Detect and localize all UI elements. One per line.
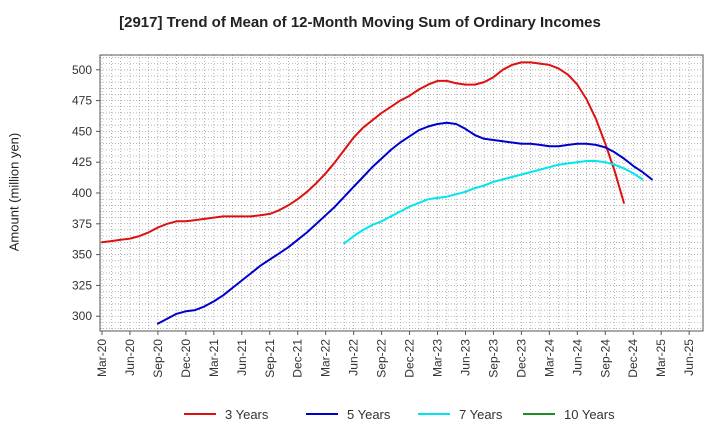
x-tick-label: Jun-23 (458, 339, 472, 376)
x-tick-label: Sep-20 (151, 339, 165, 378)
legend-label: 10 Years (564, 407, 615, 422)
y-tick-label: 325 (72, 278, 92, 292)
x-tick-label: Jun-25 (682, 339, 696, 376)
x-tick-label: Dec-24 (626, 339, 640, 378)
x-tick-label: Mar-24 (542, 339, 556, 377)
y-tick-label: 475 (72, 94, 92, 108)
chart-title: [2917] Trend of Mean of 12-Month Moving … (119, 14, 601, 31)
x-tick-label: Jun-22 (347, 339, 361, 376)
x-tick-label: Sep-23 (486, 339, 500, 378)
series-line-3-years (101, 61, 625, 244)
x-tick-label: Mar-20 (95, 339, 109, 377)
plot-frame (99, 54, 704, 332)
y-tick-label: 350 (72, 248, 92, 262)
x-tick-label: Jun-24 (570, 339, 584, 376)
legend-label: 5 Years (347, 407, 391, 422)
x-tick-label: Mar-25 (654, 339, 668, 377)
x-tick-label: Jun-21 (235, 339, 249, 376)
series-line-5-years (156, 121, 653, 325)
x-tick-label: Sep-22 (375, 339, 389, 378)
legend: 3 Years 5 Years 7 Years 10 Years (184, 407, 615, 422)
y-tick-label: 300 (72, 309, 92, 323)
x-tick-label: Dec-21 (291, 339, 305, 378)
series-line-7-years (343, 160, 644, 245)
y-tick-label: 450 (72, 124, 92, 138)
x-tick-label: Mar-22 (319, 339, 333, 377)
x-tick-label: Dec-23 (514, 339, 528, 378)
x-tick-label: Jun-20 (123, 339, 137, 376)
x-tick-label: Mar-23 (431, 339, 445, 377)
legend-label: 7 Years (459, 407, 503, 422)
y-tick-label: 500 (72, 63, 92, 77)
x-tick-label: Dec-20 (179, 339, 193, 378)
series-lines (101, 61, 653, 325)
y-tick-label: 375 (72, 217, 92, 231)
grid-lines (100, 55, 703, 331)
legend-label: 3 Years (225, 407, 269, 422)
y-tick-label: 425 (72, 155, 92, 169)
y-tick-label: 400 (72, 186, 92, 200)
x-tick-label: Mar-21 (207, 339, 221, 377)
x-tick-label: Dec-22 (403, 339, 417, 378)
x-tick-label: Sep-21 (263, 339, 277, 378)
axes: 300 325 350 375 400 425 450 475 500 Mar-20 Jun-20 S… (72, 63, 696, 378)
x-tick-label: Sep-24 (598, 339, 612, 378)
